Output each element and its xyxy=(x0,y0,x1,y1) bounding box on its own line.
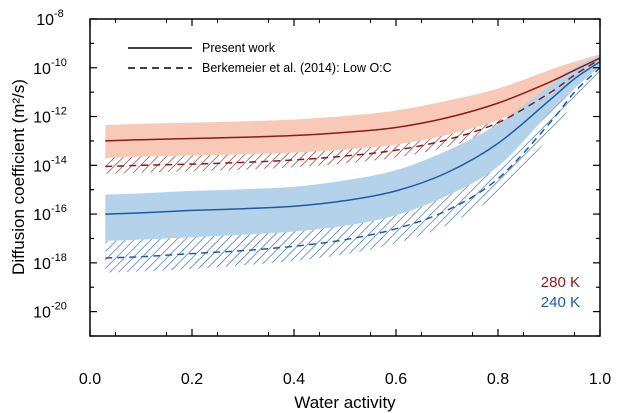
band-280k-present xyxy=(105,54,600,158)
y-tick-label: 10-12 xyxy=(33,106,67,127)
annotation-280k: 280 K xyxy=(541,274,580,291)
x-tick-label: 1.0 xyxy=(589,371,611,388)
y-axis-label: Diffusion coefficient (m²/s) xyxy=(9,79,28,275)
annotation-240k: 240 K xyxy=(541,294,580,311)
band-240k-berkemeier xyxy=(105,66,600,273)
x-tick-label: 0.0 xyxy=(79,371,101,388)
y-tick-label: 10-16 xyxy=(33,203,67,224)
legend: Present work Berkemeier et al. (2014): L… xyxy=(128,41,392,75)
plot-frame xyxy=(89,18,601,337)
y-tick-label: 10-14 xyxy=(33,154,67,175)
y-tick-label: 10-8 xyxy=(36,8,64,29)
y-tick-label: 10-20 xyxy=(33,301,67,322)
line-240k-berkemeier xyxy=(105,67,600,259)
y-tick-label: 10-10 xyxy=(33,57,67,78)
line-240k-present xyxy=(105,61,600,215)
line-280k-present xyxy=(105,57,600,142)
band-280k-berkemeier xyxy=(105,64,600,174)
x-tick-label: 0.6 xyxy=(385,371,407,388)
legend-label-berkemeier: Berkemeier et al. (2014): Low O:C xyxy=(202,61,392,75)
x-tick-label: 0.2 xyxy=(181,371,203,388)
line-280k-berkemeier xyxy=(105,58,600,168)
legend-label-present-work: Present work xyxy=(202,41,276,55)
band-240k-present xyxy=(105,55,600,241)
x-axis-label: Water activity xyxy=(294,393,396,412)
x-tick-label: 0.8 xyxy=(487,371,509,388)
x-tick-label: 0.4 xyxy=(283,371,305,388)
y-tick-label: 10-18 xyxy=(33,252,67,273)
